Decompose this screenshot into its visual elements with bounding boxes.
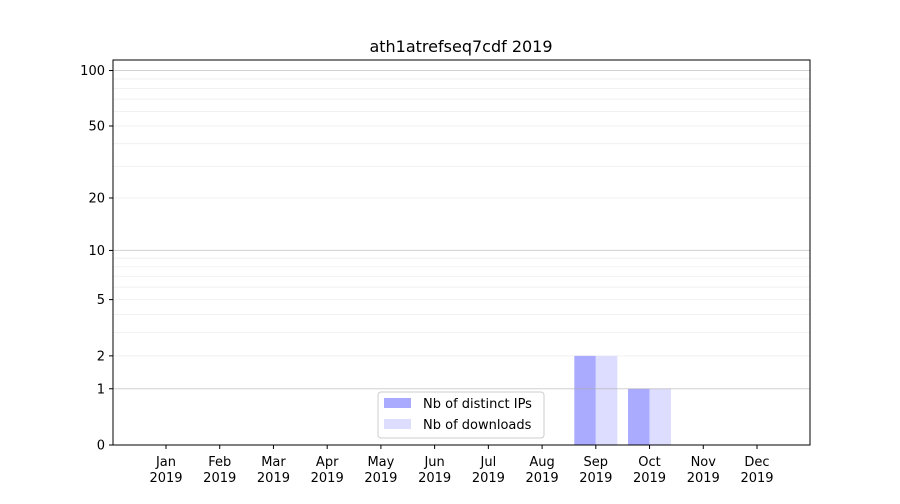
legend-swatch-distinct-ips [384, 398, 411, 408]
y-tick-label: 5 [97, 293, 105, 308]
y-tick-label: 100 [80, 64, 105, 79]
y-tick-label: 2 [97, 349, 105, 364]
x-tick-label: Jan 2019 [149, 455, 182, 486]
legend: Nb of distinct IPs Nb of downloads [377, 391, 545, 439]
legend-box [377, 391, 545, 439]
x-tick-label: May 2019 [364, 455, 397, 486]
x-tick-label: Oct 2019 [633, 455, 666, 486]
y-tick-label: 20 [88, 191, 105, 206]
y-tick-label: 10 [88, 244, 105, 259]
x-tick-label: Sep 2019 [579, 455, 612, 486]
y-tick-label: 0 [97, 439, 105, 454]
chart-title: ath1atrefseq7cdf 2019 [369, 37, 552, 56]
x-tick-label: Nov 2019 [687, 455, 720, 486]
x-tick-label: Mar 2019 [257, 455, 290, 486]
legend-label-distinct-ips: Nb of distinct IPs [423, 397, 532, 412]
x-tick-label: Apr 2019 [311, 455, 344, 486]
bar-downloads [595, 355, 618, 445]
bar-downloads [649, 388, 672, 445]
y-tick-label: 50 [88, 119, 105, 134]
x-tick-label: Jul 2019 [472, 455, 505, 486]
x-tick-label: Feb 2019 [203, 455, 236, 486]
legend-swatch-downloads [384, 419, 411, 429]
plot-frame [112, 59, 811, 446]
x-tick-label: Jun 2019 [418, 455, 451, 486]
legend-label-downloads: Nb of downloads [423, 418, 532, 433]
x-tick-label: Dec 2019 [740, 455, 773, 486]
bar-distinct-ips [628, 388, 650, 445]
x-tick-label: Aug 2019 [526, 455, 559, 486]
bar-distinct-ips [574, 355, 596, 445]
y-tick-label: 1 [97, 382, 105, 397]
